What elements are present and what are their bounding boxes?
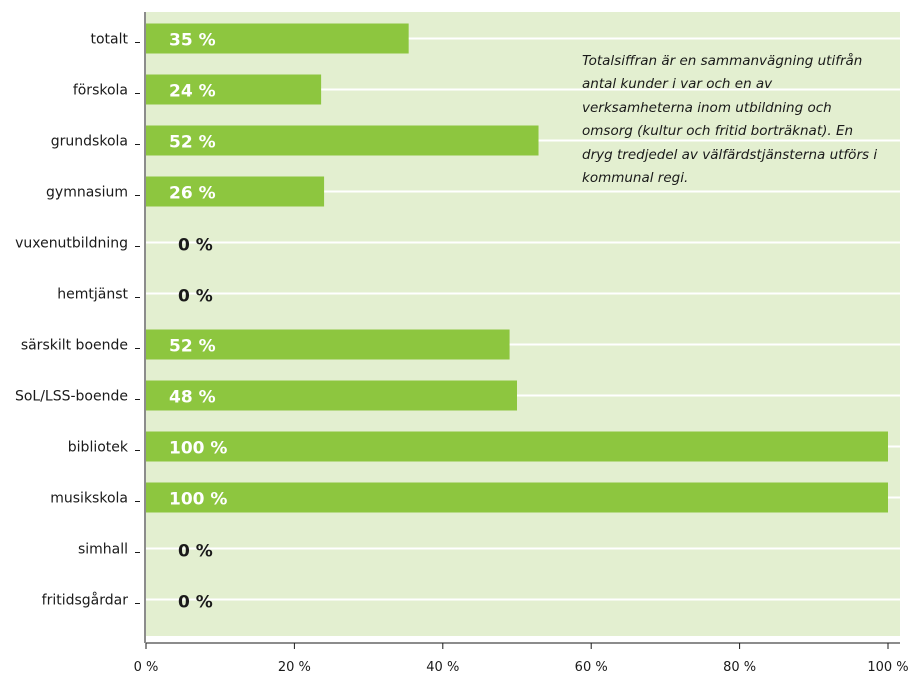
category-labels: totalt förskola grundskola gymnasium vuxenut… xyxy=(15,32,140,609)
value-label: 52 % xyxy=(169,337,216,357)
value-label: 35 % xyxy=(169,31,216,51)
value-label: 48 % xyxy=(169,388,216,408)
bar xyxy=(146,431,888,462)
value-labels: 35 % 24 % 52 % 26 % 0 % 0 % 52 % 48 % 100 % 100 %… xyxy=(169,31,227,613)
bar xyxy=(146,380,517,411)
x-tick-label: 0 % xyxy=(134,660,159,675)
bar xyxy=(146,176,325,207)
value-label: 100 % xyxy=(169,439,227,459)
category-label: grundskola xyxy=(51,134,128,150)
value-label: 52 % xyxy=(169,133,216,153)
category-label: särskilt boende xyxy=(21,338,128,354)
category-label: gymnasium xyxy=(46,185,128,201)
x-axis: 0 % 20 % 40 % 60 % 80 % 100 % xyxy=(134,12,909,675)
x-tick-label: 100 % xyxy=(867,660,908,675)
x-tick-label: 60 % xyxy=(575,660,608,675)
x-tick-label: 40 % xyxy=(426,660,459,675)
bar xyxy=(146,329,510,360)
category-label: totalt xyxy=(90,32,128,48)
plot-background xyxy=(146,12,900,636)
bars xyxy=(146,23,888,513)
bar xyxy=(146,23,409,54)
bar xyxy=(146,482,888,513)
bar xyxy=(146,125,539,156)
x-tick-label: 80 % xyxy=(723,660,756,675)
value-label: 0 % xyxy=(178,542,213,562)
value-label: 26 % xyxy=(169,184,216,204)
value-label: 0 % xyxy=(178,236,213,256)
value-label: 0 % xyxy=(178,593,213,613)
x-tick-label: 20 % xyxy=(278,660,311,675)
category-label: bibliotek xyxy=(68,440,129,456)
value-label: 24 % xyxy=(169,82,216,102)
value-label: 100 % xyxy=(169,490,227,510)
category-label: förskola xyxy=(73,83,128,99)
bar xyxy=(146,74,322,105)
category-label: SoL/LSS-boende xyxy=(15,389,128,405)
category-label: hemtjänst xyxy=(57,287,128,303)
category-label: simhall xyxy=(78,542,128,558)
category-label: vuxenutbildning xyxy=(15,236,128,252)
value-label: 0 % xyxy=(178,287,213,307)
category-label: musikskola xyxy=(50,491,128,507)
category-label: fritidsgårdar xyxy=(42,592,129,609)
chart-annotation: Totalsiffran är en sammanvägning utifrån… xyxy=(582,53,878,187)
